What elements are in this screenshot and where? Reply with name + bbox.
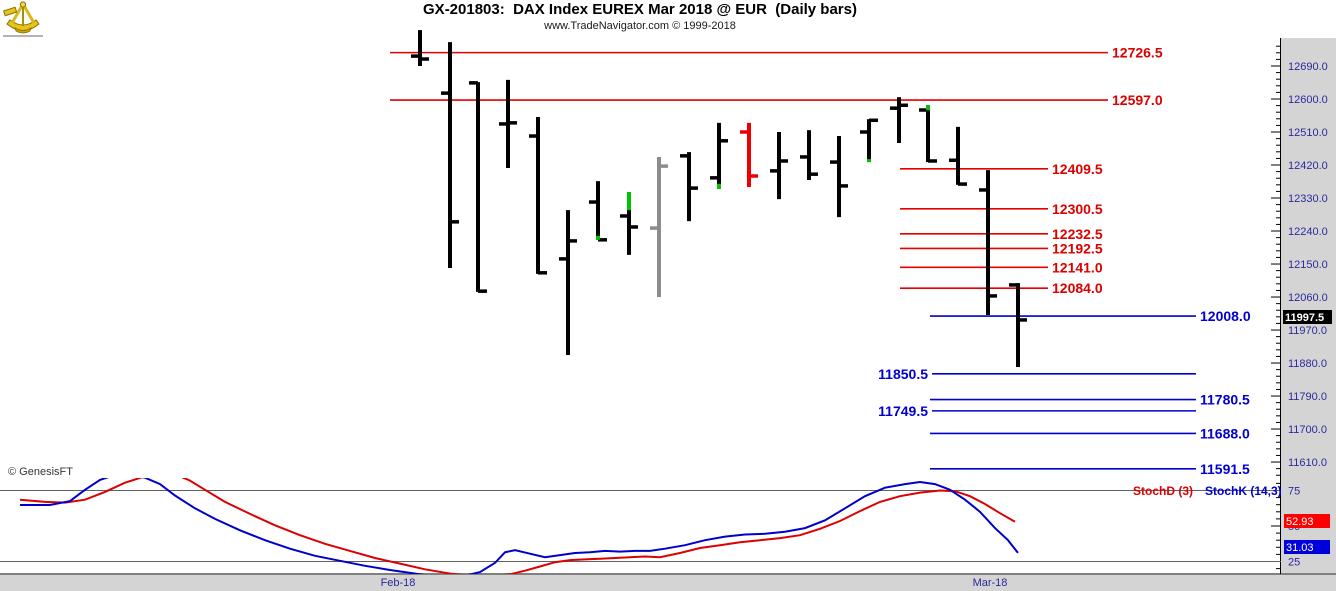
ohlc-bar[interactable]	[441, 42, 459, 269]
ohlc-bar[interactable]	[499, 79, 517, 168]
ohlc-bar[interactable]	[979, 170, 997, 315]
resistance-label: 12084.0	[1052, 280, 1103, 296]
price-tick-label: 12240.0	[1288, 226, 1328, 238]
date-tick-label: Mar-18	[973, 577, 1008, 589]
ohlc-bar[interactable]	[589, 181, 607, 242]
resistance-label: 12192.5	[1052, 240, 1103, 256]
ohlc-bar[interactable]	[411, 30, 429, 66]
resistance-label: 12300.5	[1052, 201, 1103, 217]
ohlc-bar[interactable]	[680, 152, 698, 222]
price-axis-panel[interactable]	[1281, 38, 1336, 574]
last-price-badge-text: 11997.5	[1285, 312, 1324, 324]
price-tick-label: 12420.0	[1288, 160, 1328, 172]
ohlc-bar[interactable]	[919, 105, 937, 163]
resistance-label: 12597.0	[1112, 92, 1163, 108]
price-tick-label: 11880.0	[1288, 358, 1327, 370]
price-tick-label: 12690.0	[1288, 61, 1328, 73]
stochastic-panel	[19, 478, 1019, 574]
support-label: 11850.5	[878, 366, 928, 382]
stoch-k-badge-text: 31.03	[1286, 542, 1314, 554]
ohlc-bars	[411, 30, 1027, 368]
price-tick-label: 11610.0	[1288, 457, 1327, 469]
ohlc-bar[interactable]	[529, 116, 547, 275]
ohlc-bar[interactable]	[559, 210, 577, 355]
ohlc-bar[interactable]	[949, 126, 967, 186]
ohlc-bar[interactable]	[860, 118, 878, 163]
ohlc-bar[interactable]	[710, 122, 728, 189]
ohlc-bar[interactable]	[740, 122, 758, 188]
price-tick-label: 11970.0	[1288, 325, 1327, 337]
stoch-tick-label: 25	[1288, 557, 1300, 569]
ohlc-bar[interactable]	[830, 136, 848, 218]
stoch-k-badge	[1284, 540, 1330, 554]
support-label: 11749.5	[878, 403, 928, 419]
support-label: 11780.5	[1200, 392, 1250, 408]
stoch-tick-label: 75	[1288, 486, 1300, 498]
price-tick-label: 11790.0	[1288, 391, 1327, 403]
support-levels: 12008.0 11850.5 11780.5 11749.5 11688.0 11591…	[878, 308, 1251, 477]
resistance-label: 12726.5	[1112, 45, 1163, 61]
price-tick-label: 12510.0	[1288, 127, 1328, 139]
ohlc-bar[interactable]	[620, 192, 638, 255]
genesis-watermark: © GenesisFT	[8, 466, 73, 478]
ohlc-bar[interactable]	[650, 156, 668, 298]
ohlc-bar[interactable]	[469, 81, 487, 293]
price-tick-label: 12060.0	[1288, 292, 1328, 304]
last-price-badge	[1283, 310, 1332, 324]
ohlc-bar[interactable]	[770, 132, 788, 200]
ohlc-bar[interactable]	[890, 97, 908, 144]
resistance-label: 12232.5	[1052, 226, 1103, 242]
resistance-label: 12409.5	[1052, 161, 1103, 177]
price-tick-label: 12150.0	[1288, 259, 1328, 271]
date-tick-label: Feb-18	[381, 577, 416, 589]
stoch-k-label: StochK (14,3)	[1205, 484, 1282, 498]
support-label: 11688.0	[1200, 425, 1250, 441]
support-label: 11591.5	[1200, 461, 1250, 477]
resistance-levels: 12726.5 12597.0 12409.5 12300.5 12232.512192…	[390, 45, 1163, 296]
ohlc-bar[interactable]	[1009, 283, 1027, 368]
ohlc-bar[interactable]	[800, 130, 818, 181]
stoch-d-label: StochD (3)	[1133, 484, 1193, 498]
date-axis-panel[interactable]	[0, 574, 1336, 591]
stoch-d-badge-text: 52.93	[1286, 516, 1314, 528]
stoch-k-line	[20, 478, 1019, 574]
stoch-d-badge	[1284, 514, 1330, 528]
price-tick-label: 11700.0	[1288, 424, 1327, 436]
support-label: 12008.0	[1200, 308, 1251, 324]
price-tick-label: 12600.0	[1288, 94, 1328, 106]
stoch-d-line	[19, 478, 1016, 574]
price-tick-label: 12330.0	[1288, 193, 1328, 205]
resistance-label: 12141.0	[1052, 259, 1103, 275]
